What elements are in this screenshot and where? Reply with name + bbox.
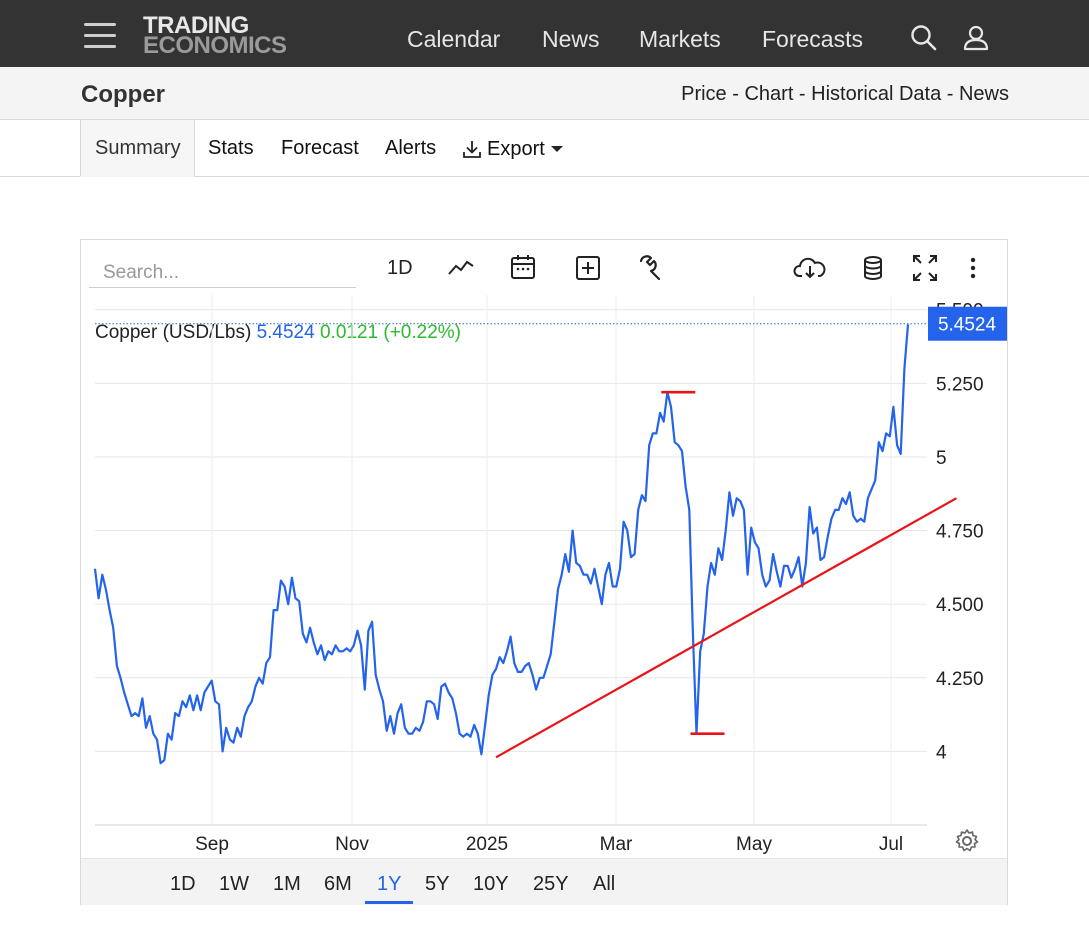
top-navbar: TRADING ECONOMICS Calendar News Markets … [0, 0, 1089, 67]
range-1w[interactable]: 1W [219, 873, 249, 895]
range-all[interactable]: All [593, 873, 616, 895]
link-separator: - [726, 83, 745, 105]
link-news[interactable]: News [958, 83, 1009, 105]
fullscreen-icon[interactable] [911, 252, 939, 284]
x-tick-label: Sep [195, 834, 229, 855]
range-1y[interactable]: 1Y [377, 873, 402, 895]
legend-value: 5.4524 [256, 322, 315, 343]
range-selector: 1D 1W 1M 6M 1Y 5Y 10Y 25Y All [81, 858, 1007, 905]
active-range-indicator [365, 901, 413, 904]
legend-change: 0.0121 (+0.22%) [319, 322, 461, 343]
y-tick-label: 5.250 [936, 374, 984, 395]
y-tick-label: 5 [936, 448, 947, 469]
x-tick-label: 2025 [466, 834, 508, 855]
range-1m[interactable]: 1M [273, 873, 301, 895]
more-options-icon[interactable] [967, 252, 979, 284]
chart-panel: 1D Copper (USD/Lbs) 5.4524 0.0121 (+0.22… [80, 239, 1008, 905]
range-6m[interactable]: 6M [324, 873, 352, 895]
page-title: Copper [81, 81, 165, 108]
settings-gear-icon[interactable] [954, 828, 980, 854]
x-tick-label: Nov [335, 834, 369, 855]
price-chart[interactable]: 44.2504.5004.75055.2505.500SepNov2025Mar… [81, 240, 1007, 860]
wrench-icon[interactable] [636, 252, 664, 284]
x-tick-label: May [736, 834, 772, 855]
download-icon [463, 140, 481, 158]
tab-alerts[interactable]: Alerts [385, 137, 437, 159]
link-price[interactable]: Price [681, 83, 727, 105]
nav-forecasts[interactable]: Forecasts [762, 26, 863, 52]
trendline [495, 497, 957, 759]
link-separator: - [941, 83, 959, 105]
range-25y[interactable]: 25Y [533, 873, 569, 895]
y-tick-label: 4.750 [936, 522, 984, 543]
last-price-badge [928, 306, 1007, 341]
cloud-download-icon[interactable] [793, 252, 827, 284]
link-chart[interactable]: Chart [744, 83, 794, 105]
interval-button[interactable]: 1D [387, 256, 413, 279]
logo-line-1: TRADING [143, 12, 249, 39]
y-tick-label: 4 [936, 742, 947, 763]
range-10y[interactable]: 10Y [473, 873, 509, 895]
search-icon[interactable] [910, 24, 938, 52]
nav-news[interactable]: News [542, 26, 600, 52]
logo[interactable]: TRADING ECONOMICS [143, 12, 287, 59]
add-indicator-icon[interactable] [574, 252, 602, 284]
nav-markets[interactable]: Markets [639, 26, 721, 52]
link-separator: - [793, 83, 812, 105]
tab-forecast[interactable]: Forecast [281, 137, 359, 159]
link-historical-data[interactable]: Historical Data [811, 83, 942, 105]
tab-summary[interactable]: Summary [80, 120, 195, 177]
price-series-line [93, 324, 910, 765]
x-tick-label: Jul [879, 834, 903, 855]
last-price-label: 5.4524 [938, 315, 997, 336]
y-tick-label: 4.500 [936, 595, 984, 616]
instrument-header: Copper Price - Chart - Historical Data -… [0, 67, 1089, 120]
caret-down-icon [550, 145, 563, 152]
nav-calendar[interactable]: Calendar [407, 26, 501, 52]
menu-icon[interactable] [84, 23, 116, 49]
line-chart-icon[interactable] [447, 252, 475, 284]
search-input[interactable] [89, 258, 356, 288]
range-5y[interactable]: 5Y [425, 873, 450, 895]
database-icon[interactable] [861, 252, 885, 284]
tab-bar: Summary Stats Forecast Alerts Export [0, 120, 1089, 177]
y-tick-label: 4.250 [936, 669, 984, 690]
x-tick-label: Mar [600, 834, 633, 855]
export-label: Export [487, 137, 545, 160]
range-1d[interactable]: 1D [170, 873, 196, 895]
user-icon[interactable] [962, 24, 990, 52]
instrument-links: Price - Chart - Historical Data - News [681, 83, 1009, 106]
tab-stats[interactable]: Stats [208, 137, 254, 159]
logo-line-2: ECONOMICS [143, 32, 287, 59]
calendar-icon[interactable] [509, 252, 537, 284]
tab-export[interactable]: Export [461, 120, 564, 177]
